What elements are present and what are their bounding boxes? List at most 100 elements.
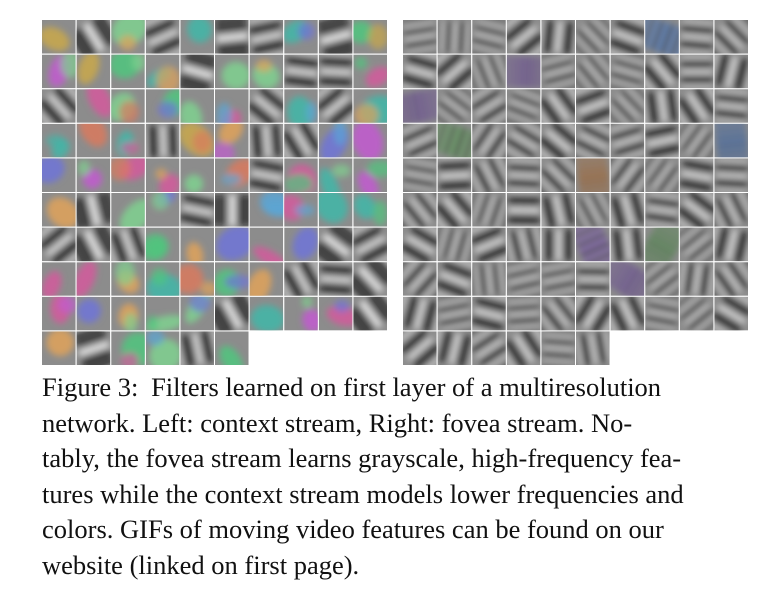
filter-tile: [403, 123, 437, 158]
filter-tile: [249, 158, 284, 192]
filter-tile: [541, 20, 575, 54]
filter-tile: [645, 89, 679, 123]
filter-tile: [215, 193, 249, 227]
filter-tile: [215, 331, 249, 365]
caption-line-2: network. Left: context stream, Right: fo…: [42, 407, 633, 438]
filter-tile: [111, 158, 145, 192]
filter-tile: [576, 20, 610, 54]
filter-tile: [472, 20, 506, 54]
filter-tile: [541, 296, 575, 331]
filter-tile: [353, 296, 387, 331]
fovea-stream-filters: [403, 20, 749, 366]
filter-tile: [645, 193, 679, 227]
filter-tile: [42, 54, 76, 89]
caption-line-5: colors. GIFs of moving video features ca…: [42, 514, 664, 544]
caption-line-1: Filters learned on first layer of a mult…: [151, 372, 662, 402]
filter-tile: [180, 193, 214, 227]
filter-tile: [318, 296, 353, 331]
filter-tile: [506, 296, 541, 331]
filter-tile: [180, 331, 214, 365]
filter-tile: [679, 89, 714, 123]
filter-tile: [472, 123, 506, 158]
filter-tile: [249, 227, 284, 262]
caption-line-6: website (linked on first page).: [42, 549, 360, 580]
filter-tile: [215, 296, 249, 331]
filter-tile: [318, 89, 353, 123]
filter-tile: [145, 227, 180, 262]
filter-tile: [249, 193, 284, 227]
filter-tile: [353, 193, 387, 227]
filter-tile: [76, 227, 111, 262]
filter-tile: [437, 193, 472, 227]
filter-tile: [645, 123, 679, 158]
filter-tile: [111, 193, 145, 227]
context-stream-filter-grid: [42, 20, 387, 365]
filter-tile: [541, 123, 575, 158]
filter-tile: [437, 262, 472, 296]
filter-tile: [576, 89, 610, 123]
filter-tile: [284, 296, 318, 331]
filter-tile: [610, 89, 645, 123]
filter-tile: [403, 89, 437, 123]
filter-tile: [576, 227, 610, 262]
filter-tile: [215, 20, 249, 54]
filter-tile: [645, 158, 679, 192]
filter-tile: [284, 20, 318, 54]
filter-tile: [145, 262, 180, 296]
filter-tile: [403, 193, 437, 227]
filter-tile: [145, 54, 180, 89]
filter-tile: [284, 89, 318, 123]
filter-tile: [506, 193, 541, 227]
filter-tile: [610, 20, 645, 54]
filter-tile: [318, 262, 353, 296]
filter-tile: [249, 123, 284, 158]
filter-tile: [76, 158, 111, 192]
filter-tile: [714, 123, 748, 158]
filter-tile: [610, 262, 645, 296]
filter-tile: [472, 89, 506, 123]
filter-tile: [249, 54, 284, 89]
filter-tile: [472, 54, 506, 89]
filter-tile: [679, 193, 714, 227]
filter-tile: [145, 193, 180, 227]
filter-tile: [437, 123, 472, 158]
filter-tile: [111, 227, 145, 262]
filter-tile: [111, 262, 145, 296]
filter-tile: [249, 20, 284, 54]
filter-tile: [610, 158, 645, 192]
filter-tile: [215, 54, 249, 89]
filter-tile: [679, 123, 714, 158]
filter-tile: [403, 296, 437, 331]
filter-tile: [714, 193, 748, 227]
filter-tile: [610, 193, 645, 227]
filter-tile: [506, 331, 541, 365]
filter-tile: [145, 331, 180, 365]
filter-tile: [403, 158, 437, 192]
filter-tile: [42, 193, 76, 227]
filter-tile: [472, 227, 506, 262]
filter-tile: [472, 296, 506, 331]
filter-tile: [76, 54, 111, 89]
filter-tile: [145, 89, 180, 123]
filter-tile: [576, 262, 610, 296]
filter-tile: [180, 20, 214, 54]
caption-label: Figure 3:: [42, 372, 139, 402]
filter-tile: [42, 227, 76, 262]
filter-tile: [353, 123, 387, 158]
filter-tile: [679, 296, 714, 331]
filter-tile: [610, 123, 645, 158]
filter-tile: [76, 89, 111, 123]
filter-tile: [249, 296, 284, 331]
caption-line-3: tably, the fovea stream learns grayscale…: [42, 443, 682, 473]
filter-tile: [645, 20, 679, 54]
filter-tile: [506, 123, 541, 158]
filter-tile: [42, 331, 76, 365]
filter-tile: [679, 20, 714, 54]
filter-tile: [111, 296, 145, 331]
filter-tile: [42, 158, 76, 192]
filter-tile: [215, 89, 249, 123]
filter-tile: [576, 296, 610, 331]
filter-tile: [111, 123, 145, 158]
filter-tile: [249, 262, 284, 296]
filter-tile: [180, 158, 214, 192]
